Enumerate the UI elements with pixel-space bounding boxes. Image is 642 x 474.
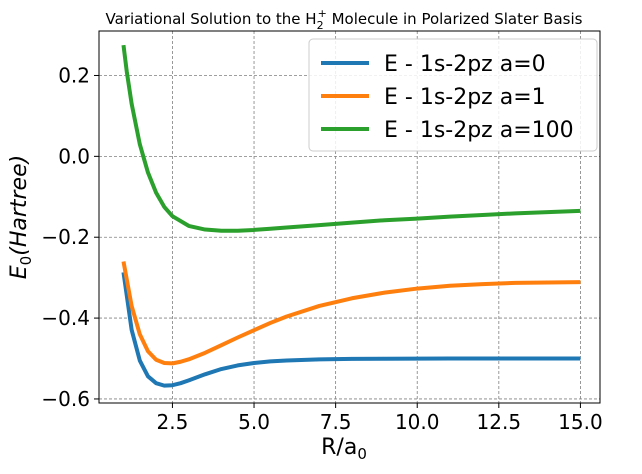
legend-label-a0: E - 1s-2pz a=0 [384, 52, 546, 77]
x-axis-label-base: R/a [321, 435, 357, 460]
y-axis-label-subscript: 0 [17, 256, 35, 266]
plot-frame [98, 30, 601, 404]
x-tick-label-1: 5.0 [238, 410, 270, 434]
x-tick-label-5: 15.0 [558, 410, 603, 434]
y-axis-label-rest: (Hartree) [7, 155, 32, 256]
x-tick-label-2: 7.5 [320, 410, 352, 434]
x-tick-label-3: 10.0 [395, 410, 440, 434]
x-axis-label: R/a0 [321, 435, 367, 463]
chart-title: Variational Solution to the H2+ Molecule… [106, 7, 583, 32]
legend: E - 1s-2pz a=0 E - 1s-2pz a=1 E - 1s-2pz… [308, 38, 598, 152]
y-axis-label-base: E [7, 265, 32, 279]
chart-title-superscript: + [318, 7, 327, 20]
y-axis-label: E0(Hartree) [7, 155, 35, 279]
chart-title-suffix: Molecule in Polarized Slater Basis [327, 10, 583, 28]
legend-label-a100: E - 1s-2pz a=100 [384, 118, 574, 143]
y-tick-label-2: −0.2 [41, 225, 90, 249]
tick-layer: 2.5 5.0 7.5 10.0 12.5 15.0 −0.6 −0.4 −0.2 0.0 0.2 [41, 63, 602, 434]
y-tick-label-3: 0.0 [58, 144, 90, 168]
x-tick-label-4: 12.5 [477, 410, 522, 434]
y-tick-label-4: 0.2 [58, 63, 90, 87]
x-axis-label-subscript: 0 [357, 445, 367, 463]
legend-frame [308, 38, 598, 152]
y-tick-label-1: −0.4 [41, 306, 90, 330]
series-line-a1 [121, 261, 581, 366]
series-line-a0 [121, 272, 581, 388]
y-tick-label-0: −0.6 [41, 387, 90, 411]
x-tick-label-0: 2.5 [157, 410, 189, 434]
chart-title-prefix: Variational Solution to the H [106, 10, 317, 28]
legend-label-a1: E - 1s-2pz a=1 [384, 85, 546, 110]
chart-title-subscript: 2 [317, 19, 324, 32]
series-layer [121, 44, 581, 388]
series-line-a100 [121, 44, 581, 233]
